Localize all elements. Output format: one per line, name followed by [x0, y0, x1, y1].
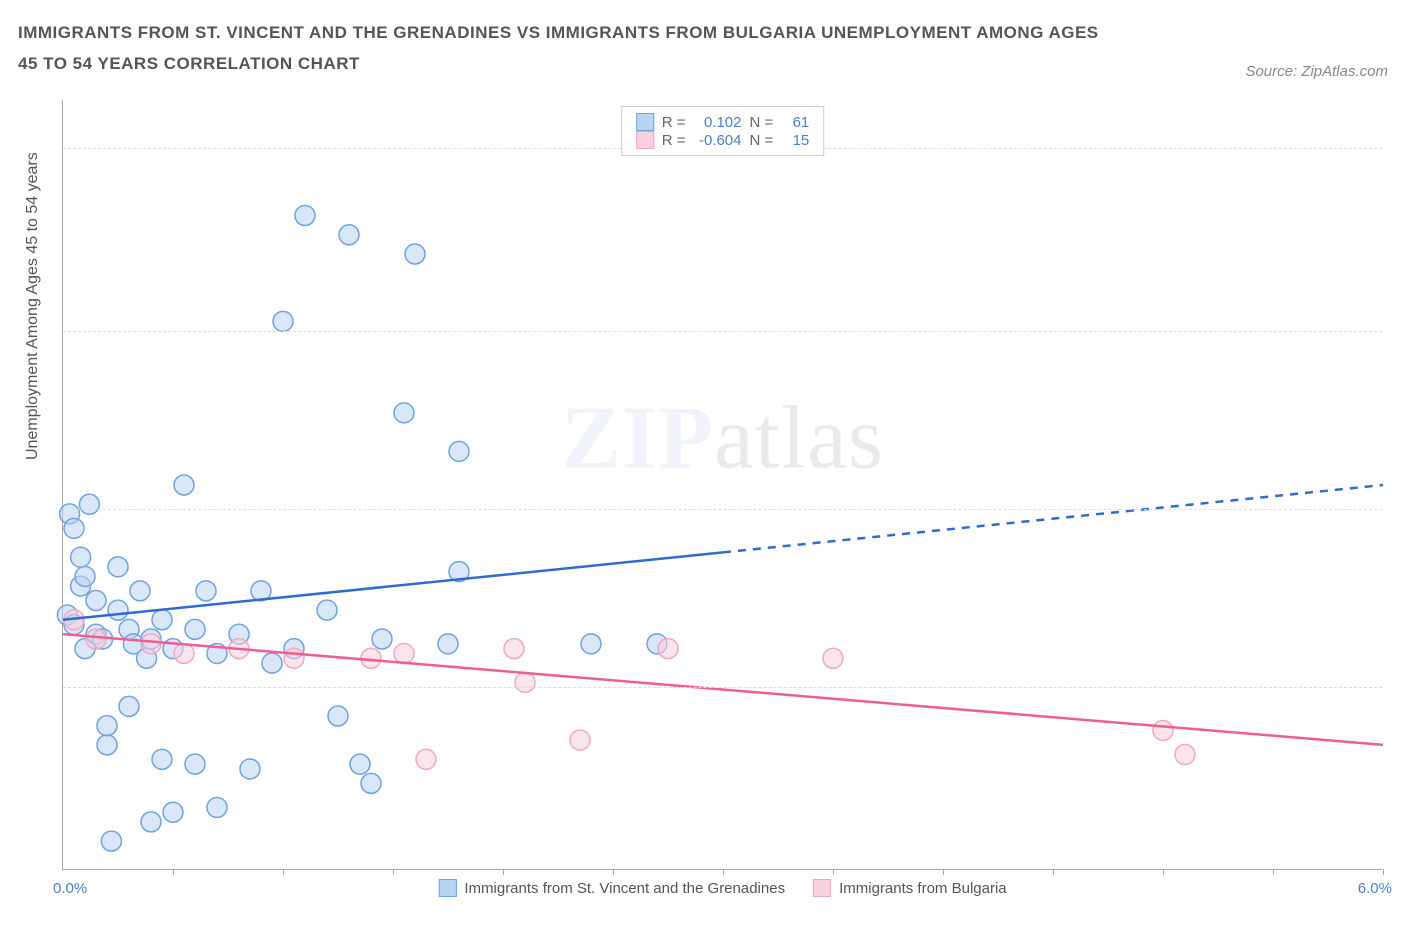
scatter-point — [405, 244, 425, 264]
scatter-point — [262, 653, 282, 673]
x-axis-max-label: 6.0% — [1358, 880, 1392, 897]
scatter-point — [823, 648, 843, 668]
x-tick — [173, 869, 174, 875]
scatter-point — [438, 634, 458, 654]
scatter-point — [152, 749, 172, 769]
x-tick — [723, 869, 724, 875]
legend-swatch — [813, 879, 831, 897]
scatter-point — [64, 518, 84, 538]
scatter-point — [86, 591, 106, 611]
legend-r-value: 0.102 — [694, 114, 742, 131]
scatter-point — [273, 311, 293, 331]
stats-legend: R = 0.102 N = 61 R = -0.604 N = 15 — [621, 106, 825, 156]
scatter-point — [317, 600, 337, 620]
series-name: Immigrants from St. Vincent and the Gren… — [464, 880, 785, 897]
y-tick-label: 15.0% — [1392, 140, 1406, 157]
scatter-point — [130, 581, 150, 601]
x-tick — [1053, 869, 1054, 875]
scatter-point — [196, 581, 216, 601]
series-legend-item: Immigrants from Bulgaria — [813, 879, 1007, 897]
x-axis-origin-label: 0.0% — [53, 880, 87, 897]
scatter-point — [449, 441, 469, 461]
scatter-point — [284, 648, 304, 668]
scatter-point — [97, 735, 117, 755]
legend-swatch — [636, 113, 654, 131]
scatter-point — [174, 475, 194, 495]
x-tick — [503, 869, 504, 875]
series-name: Immigrants from Bulgaria — [839, 880, 1007, 897]
scatter-point — [416, 749, 436, 769]
scatter-point — [1175, 745, 1195, 765]
legend-row: R = -0.604 N = 15 — [636, 131, 810, 149]
scatter-point — [86, 629, 106, 649]
legend-swatch — [438, 879, 456, 897]
scatter-point — [101, 831, 121, 851]
scatter-point — [152, 610, 172, 630]
scatter-point — [504, 639, 524, 659]
x-tick — [833, 869, 834, 875]
trendline-dashed — [723, 485, 1383, 552]
scatter-point — [339, 225, 359, 245]
x-tick — [393, 869, 394, 875]
legend-r-label: R = — [662, 114, 686, 131]
series-legend-item: Immigrants from St. Vincent and the Gren… — [438, 879, 785, 897]
x-tick — [943, 869, 944, 875]
scatter-point — [108, 557, 128, 577]
scatter-point — [207, 797, 227, 817]
scatter-point — [581, 634, 601, 654]
scatter-point — [361, 773, 381, 793]
x-tick — [1163, 869, 1164, 875]
series-legend: Immigrants from St. Vincent and the Gren… — [438, 879, 1006, 897]
scatter-point — [658, 639, 678, 659]
scatter-point — [350, 754, 370, 774]
scatter-point — [141, 812, 161, 832]
gridline-h — [63, 687, 1382, 688]
scatter-point — [295, 206, 315, 226]
y-tick-label: 11.2% — [1392, 323, 1406, 340]
legend-n-label: N = — [750, 132, 774, 149]
scatter-point — [570, 730, 590, 750]
scatter-point — [108, 600, 128, 620]
legend-n-value: 61 — [781, 114, 809, 131]
x-tick — [613, 869, 614, 875]
scatter-point — [174, 643, 194, 663]
scatter-point — [328, 706, 348, 726]
x-tick — [1383, 869, 1384, 875]
scatter-point — [79, 494, 99, 514]
scatter-point — [141, 634, 161, 654]
scatter-point — [515, 672, 535, 692]
y-axis-label: Unemployment Among Ages 45 to 54 years — [24, 152, 42, 460]
scatter-point — [372, 629, 392, 649]
scatter-point — [1153, 720, 1173, 740]
scatter-point — [240, 759, 260, 779]
y-tick-label: 7.5% — [1392, 501, 1406, 518]
legend-swatch — [636, 131, 654, 149]
scatter-point — [394, 643, 414, 663]
gridline-h — [63, 509, 1382, 510]
scatter-point — [163, 802, 183, 822]
scatter-point — [97, 716, 117, 736]
trendline-solid — [63, 552, 723, 619]
source-citation: Source: ZipAtlas.com — [1245, 63, 1388, 80]
x-tick — [1273, 869, 1274, 875]
scatter-point — [185, 619, 205, 639]
legend-n-label: N = — [750, 114, 774, 131]
chart-plot-area: ZIPatlas R =0.102 N = 61R =-0.604 N = 15… — [62, 100, 1382, 870]
legend-r-value: -0.604 — [694, 132, 742, 149]
gridline-h — [63, 331, 1382, 332]
legend-n-value: 15 — [781, 132, 809, 149]
scatter-point — [75, 566, 95, 586]
legend-row: R = 0.102 N = 61 — [636, 113, 810, 131]
legend-r-label: R = — [662, 132, 686, 149]
y-tick-label: 3.8% — [1392, 679, 1406, 696]
x-tick — [283, 869, 284, 875]
scatter-point — [394, 403, 414, 423]
trendline-solid — [63, 634, 1383, 745]
scatter-svg — [63, 100, 1382, 869]
scatter-point — [185, 754, 205, 774]
scatter-point — [119, 696, 139, 716]
chart-title: IMMIGRANTS FROM ST. VINCENT AND THE GREN… — [18, 18, 1118, 79]
scatter-point — [71, 547, 91, 567]
